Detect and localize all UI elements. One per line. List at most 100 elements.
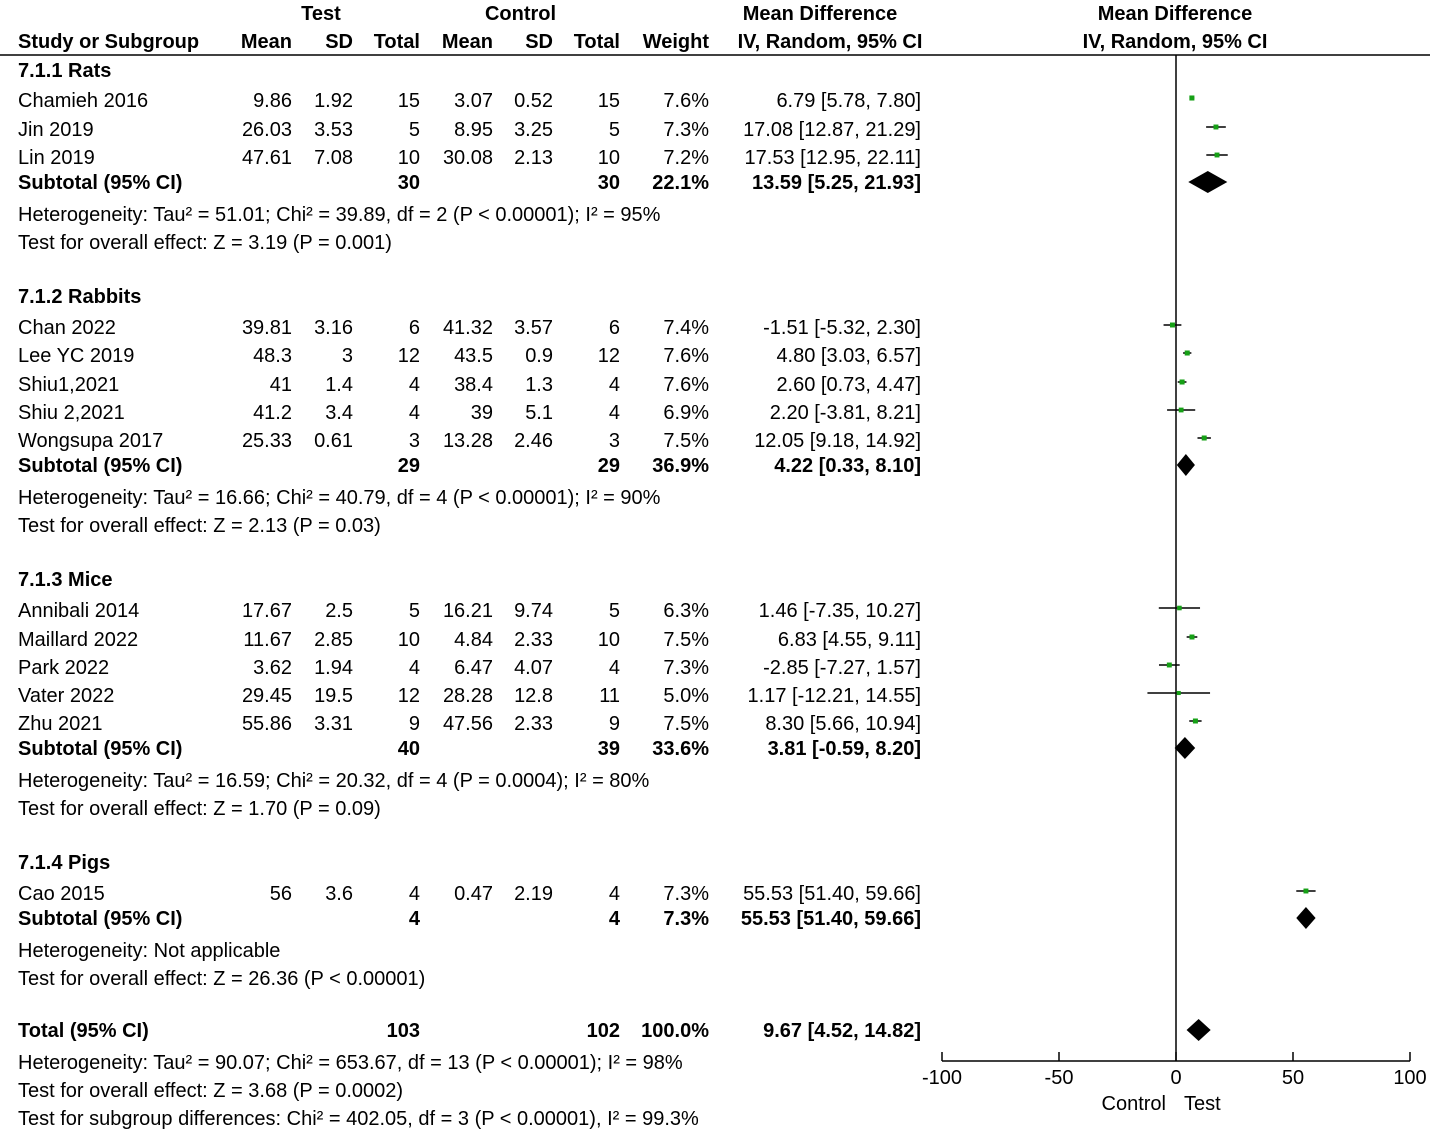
study-cell: 3.6 [325,883,353,905]
col-header-5: SD [525,31,553,53]
study-effect-marker [1303,888,1309,894]
study-ci: 12.05 [9.18, 14.92] [754,430,921,452]
study-cell: 2.85 [314,629,353,651]
subtotal-label: Subtotal (95% CI) [18,172,183,194]
col-header-study: Study or Subgroup [18,31,200,53]
study-cell: 0.52 [514,90,553,112]
study-name: Lee YC 2019 [18,345,135,367]
study-cell: 2.13 [514,147,553,169]
study-ci: 55.53 [51.40, 59.66] [743,883,921,905]
subtotal-control-total: 39 [597,738,620,760]
study-cell: 7.2% [663,147,709,169]
study-cell: 3.31 [314,713,353,735]
study-cell: 3.57 [514,317,553,339]
study-cell: 7.08 [314,147,353,169]
header-md-method: IV, Random, 95% CI [737,31,923,53]
study-cell: 39.81 [241,317,292,339]
study-cell: 5.0% [663,685,709,707]
study-cell: 7.5% [663,713,709,735]
study-ci: 8.30 [5.66, 10.94] [765,713,921,735]
study-cell: 43.5 [454,345,493,367]
heterogeneity-text: Heterogeneity: Tau² = 51.01; Chi² = 39.8… [18,204,661,226]
study-cell: 13.28 [442,430,493,452]
study-ci: -2.85 [-7.27, 1.57] [763,657,921,679]
heterogeneity-text: Heterogeneity: Tau² = 16.66; Chi² = 40.7… [18,487,661,509]
subtotal-weight: 33.6% [652,738,709,760]
study-cell: 9.74 [514,600,553,622]
summary-diamond [1176,454,1195,476]
study-ci: 2.20 [-3.81, 8.21] [769,402,921,424]
subtotal-label: Subtotal (95% CI) [18,455,183,477]
study-name: Park 2022 [18,657,110,679]
overall-effect-text: Test for overall effect: Z = 1.70 (P = 0… [18,798,381,820]
study-cell: 7.5% [663,430,709,452]
study-cell: 2.33 [514,713,553,735]
study-cell: 10 [597,147,620,169]
study-ci: 1.17 [-12.21, 14.55] [747,685,921,707]
study-effect-marker [1166,662,1172,668]
study-name: Shiu 2,2021 [18,402,125,424]
summary-diamond [1296,907,1316,929]
subgroup-title: 7.1.1 Rats [18,60,112,82]
total-label: Total (95% CI) [18,1020,149,1042]
study-cell: 15 [597,90,620,112]
header-group-test: Test [301,3,341,25]
study-cell: 12 [597,345,620,367]
heterogeneity-text: Heterogeneity: Not applicable [18,940,281,962]
study-cell: 48.3 [253,345,292,367]
study-cell: 11 [599,685,620,707]
study-cell: 10 [397,147,420,169]
study-name: Zhu 2021 [18,713,103,735]
subgroup-differences: Test for subgroup differences: Chi² = 40… [18,1108,699,1130]
header-plot-method: IV, Random, 95% CI [1082,31,1268,53]
study-cell: 3.4 [325,402,353,424]
overall-effect-text: Test for overall effect: Z = 26.36 (P < … [18,968,426,990]
study-cell: 26.03 [241,119,292,141]
study-cell: 55.86 [241,713,292,735]
study-cell: 2.46 [514,430,553,452]
summary-diamond [1186,1019,1211,1041]
x-tick-label: -50 [1044,1067,1074,1089]
subgroup-title: 7.1.2 Rabbits [18,286,142,308]
study-cell: 5.1 [525,402,553,424]
subtotal-label: Subtotal (95% CI) [18,738,183,760]
study-cell: 47.56 [442,713,493,735]
study-cell: 29.45 [241,685,292,707]
favours-control-label: Control [1101,1093,1166,1115]
study-cell: 16.21 [442,600,493,622]
col-header-7: Weight [642,31,709,53]
study-cell: 4 [608,883,620,905]
study-name: Chan 2022 [18,317,116,339]
study-cell: 4 [408,657,420,679]
total-test-total: 103 [386,1020,420,1042]
study-cell: 2.19 [514,883,553,905]
study-effect-marker [1214,152,1220,158]
subtotal-test-total: 4 [408,908,420,930]
study-cell: 1.3 [525,374,553,396]
subtotal-ci: 4.22 [0.33, 8.10] [774,455,921,477]
study-cell: 5 [408,119,420,141]
study-cell: 3.07 [454,90,493,112]
col-header-4: Mean [441,31,493,53]
subtotal-ci: 3.81 [-0.59, 8.20] [767,738,921,760]
study-cell: 5 [608,119,620,141]
col-header-3: Total [373,31,420,53]
study-cell: 11.67 [243,629,292,651]
study-effect-marker [1189,634,1195,640]
study-cell: 28.28 [442,685,493,707]
header-group-control: Control [484,3,557,25]
study-cell: 1.92 [314,90,353,112]
col-header-6: Total [573,31,620,53]
study-cell: 7.3% [663,119,709,141]
study-cell: 8.95 [454,119,493,141]
study-name: Jin 2019 [18,119,94,141]
study-cell: 9 [408,713,420,735]
study-cell: 0.47 [454,883,493,905]
study-cell: 3.16 [314,317,353,339]
x-tick-label: 50 [1281,1067,1305,1089]
study-cell: 4 [408,402,420,424]
study-ci: 1.46 [-7.35, 10.27] [758,600,921,622]
study-cell: 19.5 [314,685,353,707]
study-cell: 12 [397,685,420,707]
total-weight: 100.0% [641,1020,709,1042]
